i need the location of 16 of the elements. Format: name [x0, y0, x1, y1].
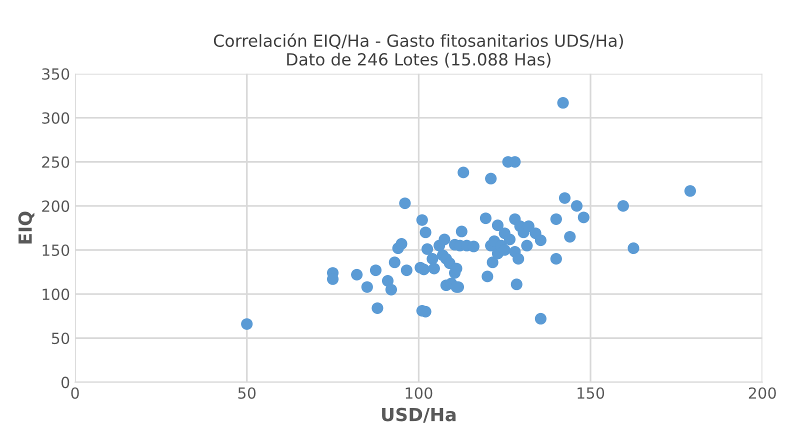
- x-tick-label: 50: [238, 387, 256, 399]
- y-tick-label: 100: [42, 288, 70, 300]
- y-axis-title: EIQ: [18, 212, 34, 244]
- y-tick-label: 0: [61, 376, 70, 388]
- x-tick-label: 100: [406, 387, 432, 399]
- y-tick-label: 200: [42, 200, 70, 212]
- x-tick-label: 0: [71, 387, 79, 399]
- x-axis-title: USD/Ha: [382, 408, 456, 423]
- y-tick-label: 350: [42, 68, 70, 80]
- y-tick-label: 50: [52, 332, 70, 344]
- y-tick-label: 300: [42, 112, 70, 124]
- x-tick-label: 200: [748, 387, 776, 399]
- x-tick-label: 150: [578, 387, 604, 399]
- chart-title: Correlación EIQ/Ha - Gasto fitosanitarios UDS/Ha) Dato de 246 Lotes (15.088 Has): [214, 33, 623, 68]
- y-tick-label: 150: [42, 244, 70, 256]
- y-tick-label: 250: [42, 156, 70, 168]
